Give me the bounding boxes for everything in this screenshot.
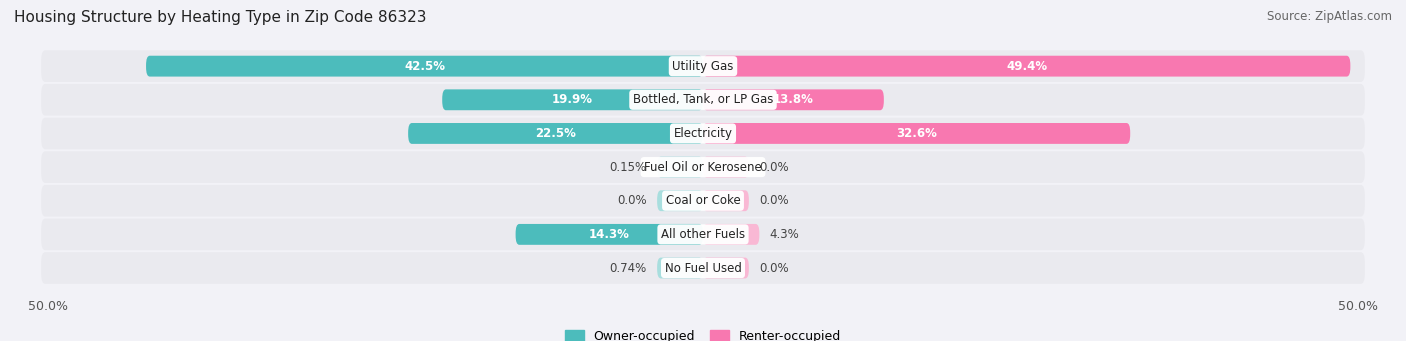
Text: 0.0%: 0.0% (617, 194, 647, 207)
FancyBboxPatch shape (443, 89, 703, 110)
FancyBboxPatch shape (703, 190, 749, 211)
Text: 49.4%: 49.4% (1007, 60, 1047, 73)
Text: 0.74%: 0.74% (609, 262, 647, 275)
FancyBboxPatch shape (703, 224, 759, 245)
FancyBboxPatch shape (703, 157, 749, 178)
Text: All other Fuels: All other Fuels (661, 228, 745, 241)
FancyBboxPatch shape (41, 118, 1365, 149)
Text: Bottled, Tank, or LP Gas: Bottled, Tank, or LP Gas (633, 93, 773, 106)
FancyBboxPatch shape (408, 123, 703, 144)
Legend: Owner-occupied, Renter-occupied: Owner-occupied, Renter-occupied (565, 329, 841, 341)
FancyBboxPatch shape (41, 50, 1365, 82)
FancyBboxPatch shape (703, 56, 1350, 77)
FancyBboxPatch shape (703, 123, 1130, 144)
Text: 14.3%: 14.3% (589, 228, 630, 241)
Text: Source: ZipAtlas.com: Source: ZipAtlas.com (1267, 10, 1392, 23)
Text: 13.8%: 13.8% (773, 93, 814, 106)
Text: 0.15%: 0.15% (610, 161, 647, 174)
FancyBboxPatch shape (41, 219, 1365, 250)
Text: 42.5%: 42.5% (404, 60, 446, 73)
Text: Electricity: Electricity (673, 127, 733, 140)
FancyBboxPatch shape (703, 89, 884, 110)
FancyBboxPatch shape (516, 224, 703, 245)
FancyBboxPatch shape (146, 56, 703, 77)
Text: Housing Structure by Heating Type in Zip Code 86323: Housing Structure by Heating Type in Zip… (14, 10, 426, 25)
Text: 4.3%: 4.3% (770, 228, 800, 241)
FancyBboxPatch shape (657, 257, 703, 279)
Text: Utility Gas: Utility Gas (672, 60, 734, 73)
Text: 22.5%: 22.5% (536, 127, 576, 140)
FancyBboxPatch shape (657, 190, 703, 211)
Text: Coal or Coke: Coal or Coke (665, 194, 741, 207)
Text: 19.9%: 19.9% (553, 93, 593, 106)
Text: 32.6%: 32.6% (896, 127, 936, 140)
FancyBboxPatch shape (657, 157, 703, 178)
Text: 0.0%: 0.0% (759, 262, 789, 275)
FancyBboxPatch shape (41, 185, 1365, 217)
FancyBboxPatch shape (41, 151, 1365, 183)
FancyBboxPatch shape (41, 84, 1365, 116)
FancyBboxPatch shape (41, 252, 1365, 284)
Text: 0.0%: 0.0% (759, 194, 789, 207)
Text: Fuel Oil or Kerosene: Fuel Oil or Kerosene (644, 161, 762, 174)
Text: 0.0%: 0.0% (759, 161, 789, 174)
Text: No Fuel Used: No Fuel Used (665, 262, 741, 275)
FancyBboxPatch shape (703, 257, 749, 279)
